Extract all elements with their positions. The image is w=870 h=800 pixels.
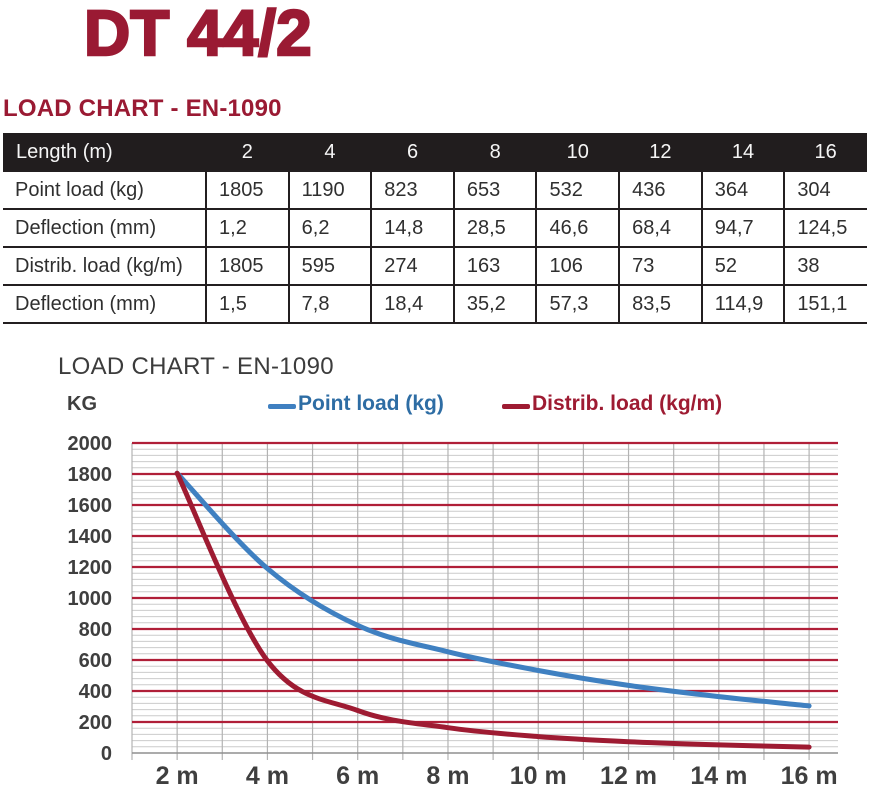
x-tick-label: 14 m — [690, 762, 747, 790]
row-label-cell: Deflection (mm) — [3, 209, 207, 248]
value-cell: 114,9 — [700, 285, 785, 324]
y-tick-label: 0 — [101, 743, 112, 765]
product-title: DT 44/2 — [83, 0, 313, 70]
value-cell: 73 — [618, 247, 702, 286]
x-tick-label: 12 m — [600, 762, 657, 790]
chart-legend: Point load (kg) Distrib. load (kg/m) — [0, 392, 870, 420]
value-cell: 35,2 — [452, 285, 537, 324]
row-label-cell: Distrib. load (kg/m) — [3, 247, 207, 286]
load-table-header: Length (m) 2 4 6 8 10 12 14 16 — [3, 133, 867, 172]
value-cell: 304 — [783, 171, 867, 210]
length-value-header-cell: 16 — [784, 133, 867, 172]
x-tick-label: 10 m — [510, 762, 567, 790]
value-cell: 364 — [700, 171, 785, 210]
value-cell: 1805 — [205, 247, 289, 286]
value-cell: 14,8 — [370, 209, 454, 248]
distrib-load-line-swatch — [502, 404, 530, 409]
length-value-header-cell: 12 — [619, 133, 702, 172]
value-cell: 1190 — [287, 171, 372, 210]
value-cell: 68,4 — [618, 209, 702, 248]
y-tick-label: 1800 — [68, 464, 113, 486]
value-cell: 1,5 — [205, 285, 289, 324]
value-cell: 106 — [535, 247, 620, 286]
value-cell: 38 — [783, 247, 867, 286]
legend-label-point-load: Point load (kg) — [298, 392, 444, 415]
x-tick-label: 8 m — [426, 762, 469, 790]
value-cell: 823 — [370, 171, 454, 210]
value-cell: 52 — [700, 247, 785, 286]
y-tick-label: 200 — [79, 712, 112, 734]
value-cell: 18,4 — [370, 285, 454, 324]
length-value-header-cell: 14 — [701, 133, 785, 172]
x-tick-label: 2 m — [156, 762, 199, 790]
value-cell: 57,3 — [535, 285, 620, 324]
x-tick-label: 16 m — [781, 762, 838, 790]
length-header-cell: Length (m) — [3, 133, 207, 172]
table-header-row: Length (m) 2 4 6 8 10 12 14 16 — [3, 133, 867, 172]
value-cell: 595 — [287, 247, 372, 286]
table-row: Deflection (mm) 1,5 7,8 18,4 35,2 57,3 83,5 114… — [3, 285, 867, 324]
value-cell: 151,1 — [783, 285, 867, 324]
row-label-cell: Point load (kg) — [3, 171, 207, 210]
value-cell: 83,5 — [618, 285, 702, 324]
value-cell: 124,5 — [783, 209, 867, 248]
x-tick-label: 6 m — [336, 762, 379, 790]
length-value-header-cell: 8 — [453, 133, 537, 172]
value-cell: 653 — [452, 171, 537, 210]
chart-title: LOAD CHART - EN-1090 — [58, 353, 334, 380]
value-cell: 163 — [452, 247, 537, 286]
value-cell: 7,8 — [287, 285, 372, 324]
y-tick-label: 600 — [79, 650, 112, 672]
point-load-curve — [174, 470, 812, 709]
table-row: Distrib. load (kg/m) 1805 595 274 163 106 73 52… — [3, 247, 867, 286]
legend-label-distrib-load: Distrib. load (kg/m) — [532, 392, 723, 415]
y-tick-label: 1200 — [68, 557, 113, 579]
value-cell: 46,6 — [535, 209, 620, 248]
x-tick-label: 4 m — [246, 762, 289, 790]
length-value-header-cell: 2 — [206, 133, 289, 172]
load-table: Length (m) 2 4 6 8 10 12 14 16 Point load (kg) 18… — [3, 133, 867, 324]
table-row: Point load (kg) 1805 1190 823 653 532 436 364 30… — [3, 171, 867, 210]
y-tick-label: 800 — [79, 619, 112, 641]
value-cell: 1805 — [205, 171, 289, 210]
load-table-body: Point load (kg) 1805 1190 823 653 532 436 364 30… — [3, 171, 867, 324]
y-tick-label: 1400 — [68, 526, 113, 548]
y-tick-label: 2000 — [68, 433, 113, 455]
value-cell: 436 — [618, 171, 702, 210]
distrib-load-curve — [174, 470, 812, 750]
value-cell: 274 — [370, 247, 454, 286]
value-cell: 1,2 — [205, 209, 289, 248]
row-label-cell: Deflection (mm) — [3, 285, 207, 324]
length-value-header-cell: 10 — [536, 133, 620, 172]
point-load-line-swatch — [268, 404, 296, 409]
load-chart-heading: LOAD CHART - EN-1090 — [3, 95, 282, 122]
table-row: Deflection (mm) 1,2 6,2 14,8 28,5 46,6 68,4 94,… — [3, 209, 867, 248]
value-cell: 532 — [535, 171, 620, 210]
y-axis-unit-label: KG — [67, 393, 97, 415]
y-tick-label: 1600 — [68, 495, 113, 517]
y-tick-label: 400 — [79, 681, 112, 703]
length-value-header-cell: 4 — [288, 133, 372, 172]
value-cell: 6,2 — [287, 209, 372, 248]
value-cell: 94,7 — [700, 209, 785, 248]
length-value-header-cell: 6 — [371, 133, 454, 172]
y-tick-label: 1000 — [68, 588, 113, 610]
value-cell: 28,5 — [452, 209, 537, 248]
